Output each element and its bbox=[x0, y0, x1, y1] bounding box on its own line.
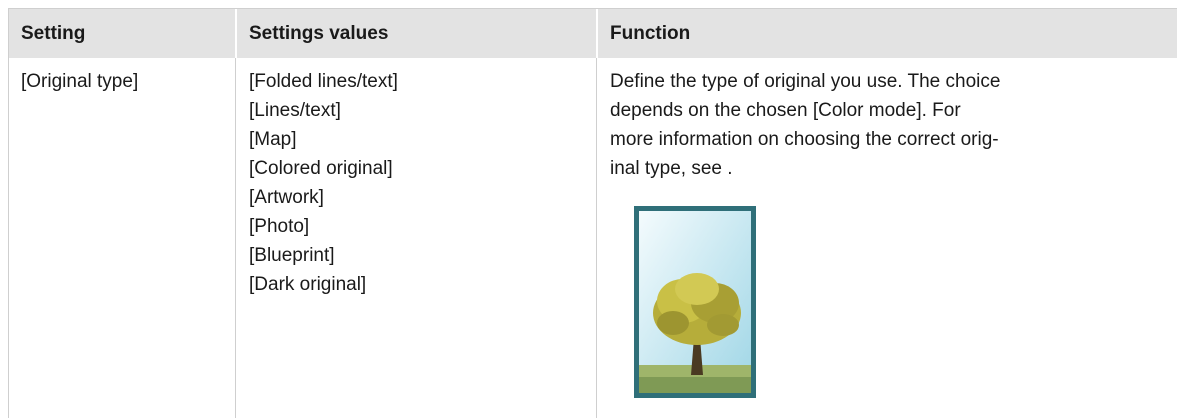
setting-cell: [Original type] bbox=[21, 71, 139, 92]
function-line: more information on choosing the correct… bbox=[610, 129, 999, 150]
values-cell: [Folded lines/text] [Lines/text] [Map] [Col… bbox=[249, 67, 398, 299]
column-divider bbox=[235, 9, 237, 58]
function-cell: Define the type of original you use. The… bbox=[610, 67, 1000, 183]
value-item: [Folded lines/text] bbox=[249, 71, 398, 92]
value-item: [Artwork] bbox=[249, 187, 324, 208]
value-item: [Photo] bbox=[249, 216, 310, 237]
header-cell: Function bbox=[610, 23, 691, 44]
header-cell: Settings values bbox=[249, 23, 389, 44]
value-item: [Colored original] bbox=[249, 158, 393, 179]
value-item: [Lines/text] bbox=[249, 100, 341, 121]
function-line: depends on the chosen [Color mode]. For bbox=[610, 100, 961, 121]
header-row: Setting Settings values Function bbox=[9, 9, 1177, 58]
function-line: Define the type of original you use. The… bbox=[610, 71, 1001, 92]
header-cell: Setting bbox=[21, 23, 86, 44]
column-divider bbox=[596, 9, 598, 58]
settings-table: Setting Settings values Function [Origin… bbox=[8, 8, 1177, 418]
value-item: [Dark original] bbox=[249, 274, 367, 295]
original-type-icon bbox=[634, 206, 756, 398]
column-divider bbox=[596, 58, 597, 418]
column-divider bbox=[235, 58, 236, 418]
value-item: [Blueprint] bbox=[249, 245, 335, 266]
function-line: inal type, see . bbox=[610, 158, 733, 179]
value-item: [Map] bbox=[249, 129, 297, 150]
